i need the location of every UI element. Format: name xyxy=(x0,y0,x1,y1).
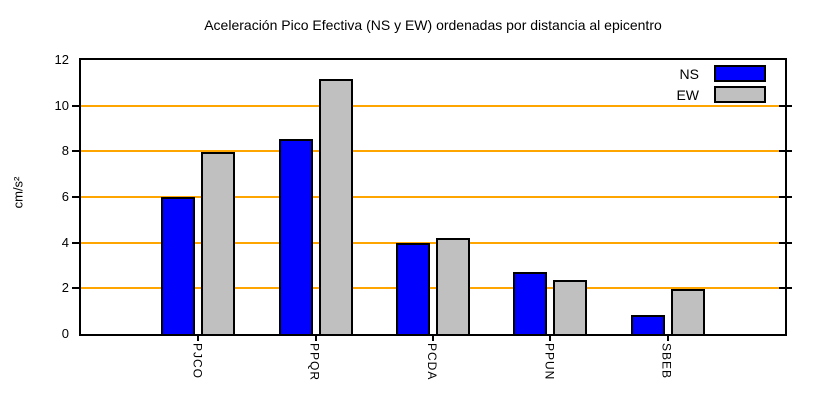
y-tick-label-0: 0 xyxy=(61,326,69,341)
gridline-y8 xyxy=(81,150,785,153)
bar-ns-pcda xyxy=(396,242,430,334)
legend-label-ew: EW xyxy=(676,86,699,103)
y-tick-label-2: 2 xyxy=(61,280,69,296)
gridline-y10 xyxy=(81,104,785,107)
bar-ns-pjco xyxy=(161,197,196,334)
y-tick-mark-left-8 xyxy=(72,150,79,153)
x-tick-label-ppun: PPUN xyxy=(542,343,557,381)
chart-title: Aceleración Pico Efectiva (NS y EW) orde… xyxy=(204,17,662,33)
y-tick-mark-right-8 xyxy=(779,150,792,153)
x-tick-mark-ppun xyxy=(549,336,552,341)
bar-ns-ppqr xyxy=(278,138,313,334)
y-tick-mark-right-10 xyxy=(779,104,792,107)
x-tick-label-ppqr: PPQR xyxy=(307,343,322,382)
legend-swatch-ew xyxy=(714,86,766,103)
bar-ew-ppqr xyxy=(318,79,353,334)
x-tick-label-pcda: PCDA xyxy=(425,343,439,381)
legend-item-ns: NS xyxy=(676,65,766,82)
bar-ew-ppun xyxy=(553,280,588,334)
x-tick-mark-sbeb xyxy=(666,336,669,341)
y-tick-label-12: 12 xyxy=(54,52,69,67)
legend-item-ew: EW xyxy=(676,86,766,103)
y-tick-mark-left-6 xyxy=(72,196,79,198)
y-tick-mark-left-10 xyxy=(72,104,79,107)
y-tick-mark-right-6 xyxy=(779,196,792,198)
gridline-y6 xyxy=(81,196,785,198)
x-tick-label-pjco: PJCO xyxy=(190,343,205,380)
bar-ns-ppun xyxy=(513,272,548,334)
y-tick-label-8: 8 xyxy=(61,143,69,159)
legend: NS EW xyxy=(676,65,766,103)
bar-ew-pjco xyxy=(201,152,236,334)
gridline-y2 xyxy=(81,287,785,290)
bar-ns-sbeb xyxy=(630,314,665,334)
bar-ew-pcda xyxy=(436,238,470,334)
x-tick-mark-pcda xyxy=(432,336,434,341)
y-tick-mark-left-4 xyxy=(72,241,79,244)
legend-swatch-ns xyxy=(714,65,766,82)
bar-ew-sbeb xyxy=(670,289,705,334)
legend-label-ns: NS xyxy=(679,65,699,82)
y-tick-mark-left-2 xyxy=(72,287,79,290)
y-tick-label-6: 6 xyxy=(61,189,69,204)
x-tick-mark-pjco xyxy=(197,336,200,341)
y-tick-label-10: 10 xyxy=(54,97,69,113)
y-tick-mark-right-4 xyxy=(779,241,792,244)
gridline-y4 xyxy=(81,241,785,244)
plot-area: NS EW xyxy=(72,58,792,336)
y-tick-label-4: 4 xyxy=(61,234,69,250)
y-tick-mark-right-2 xyxy=(779,287,792,290)
x-tick-mark-ppqr xyxy=(314,336,317,341)
x-tick-label-sbeb: SBEB xyxy=(659,343,674,380)
